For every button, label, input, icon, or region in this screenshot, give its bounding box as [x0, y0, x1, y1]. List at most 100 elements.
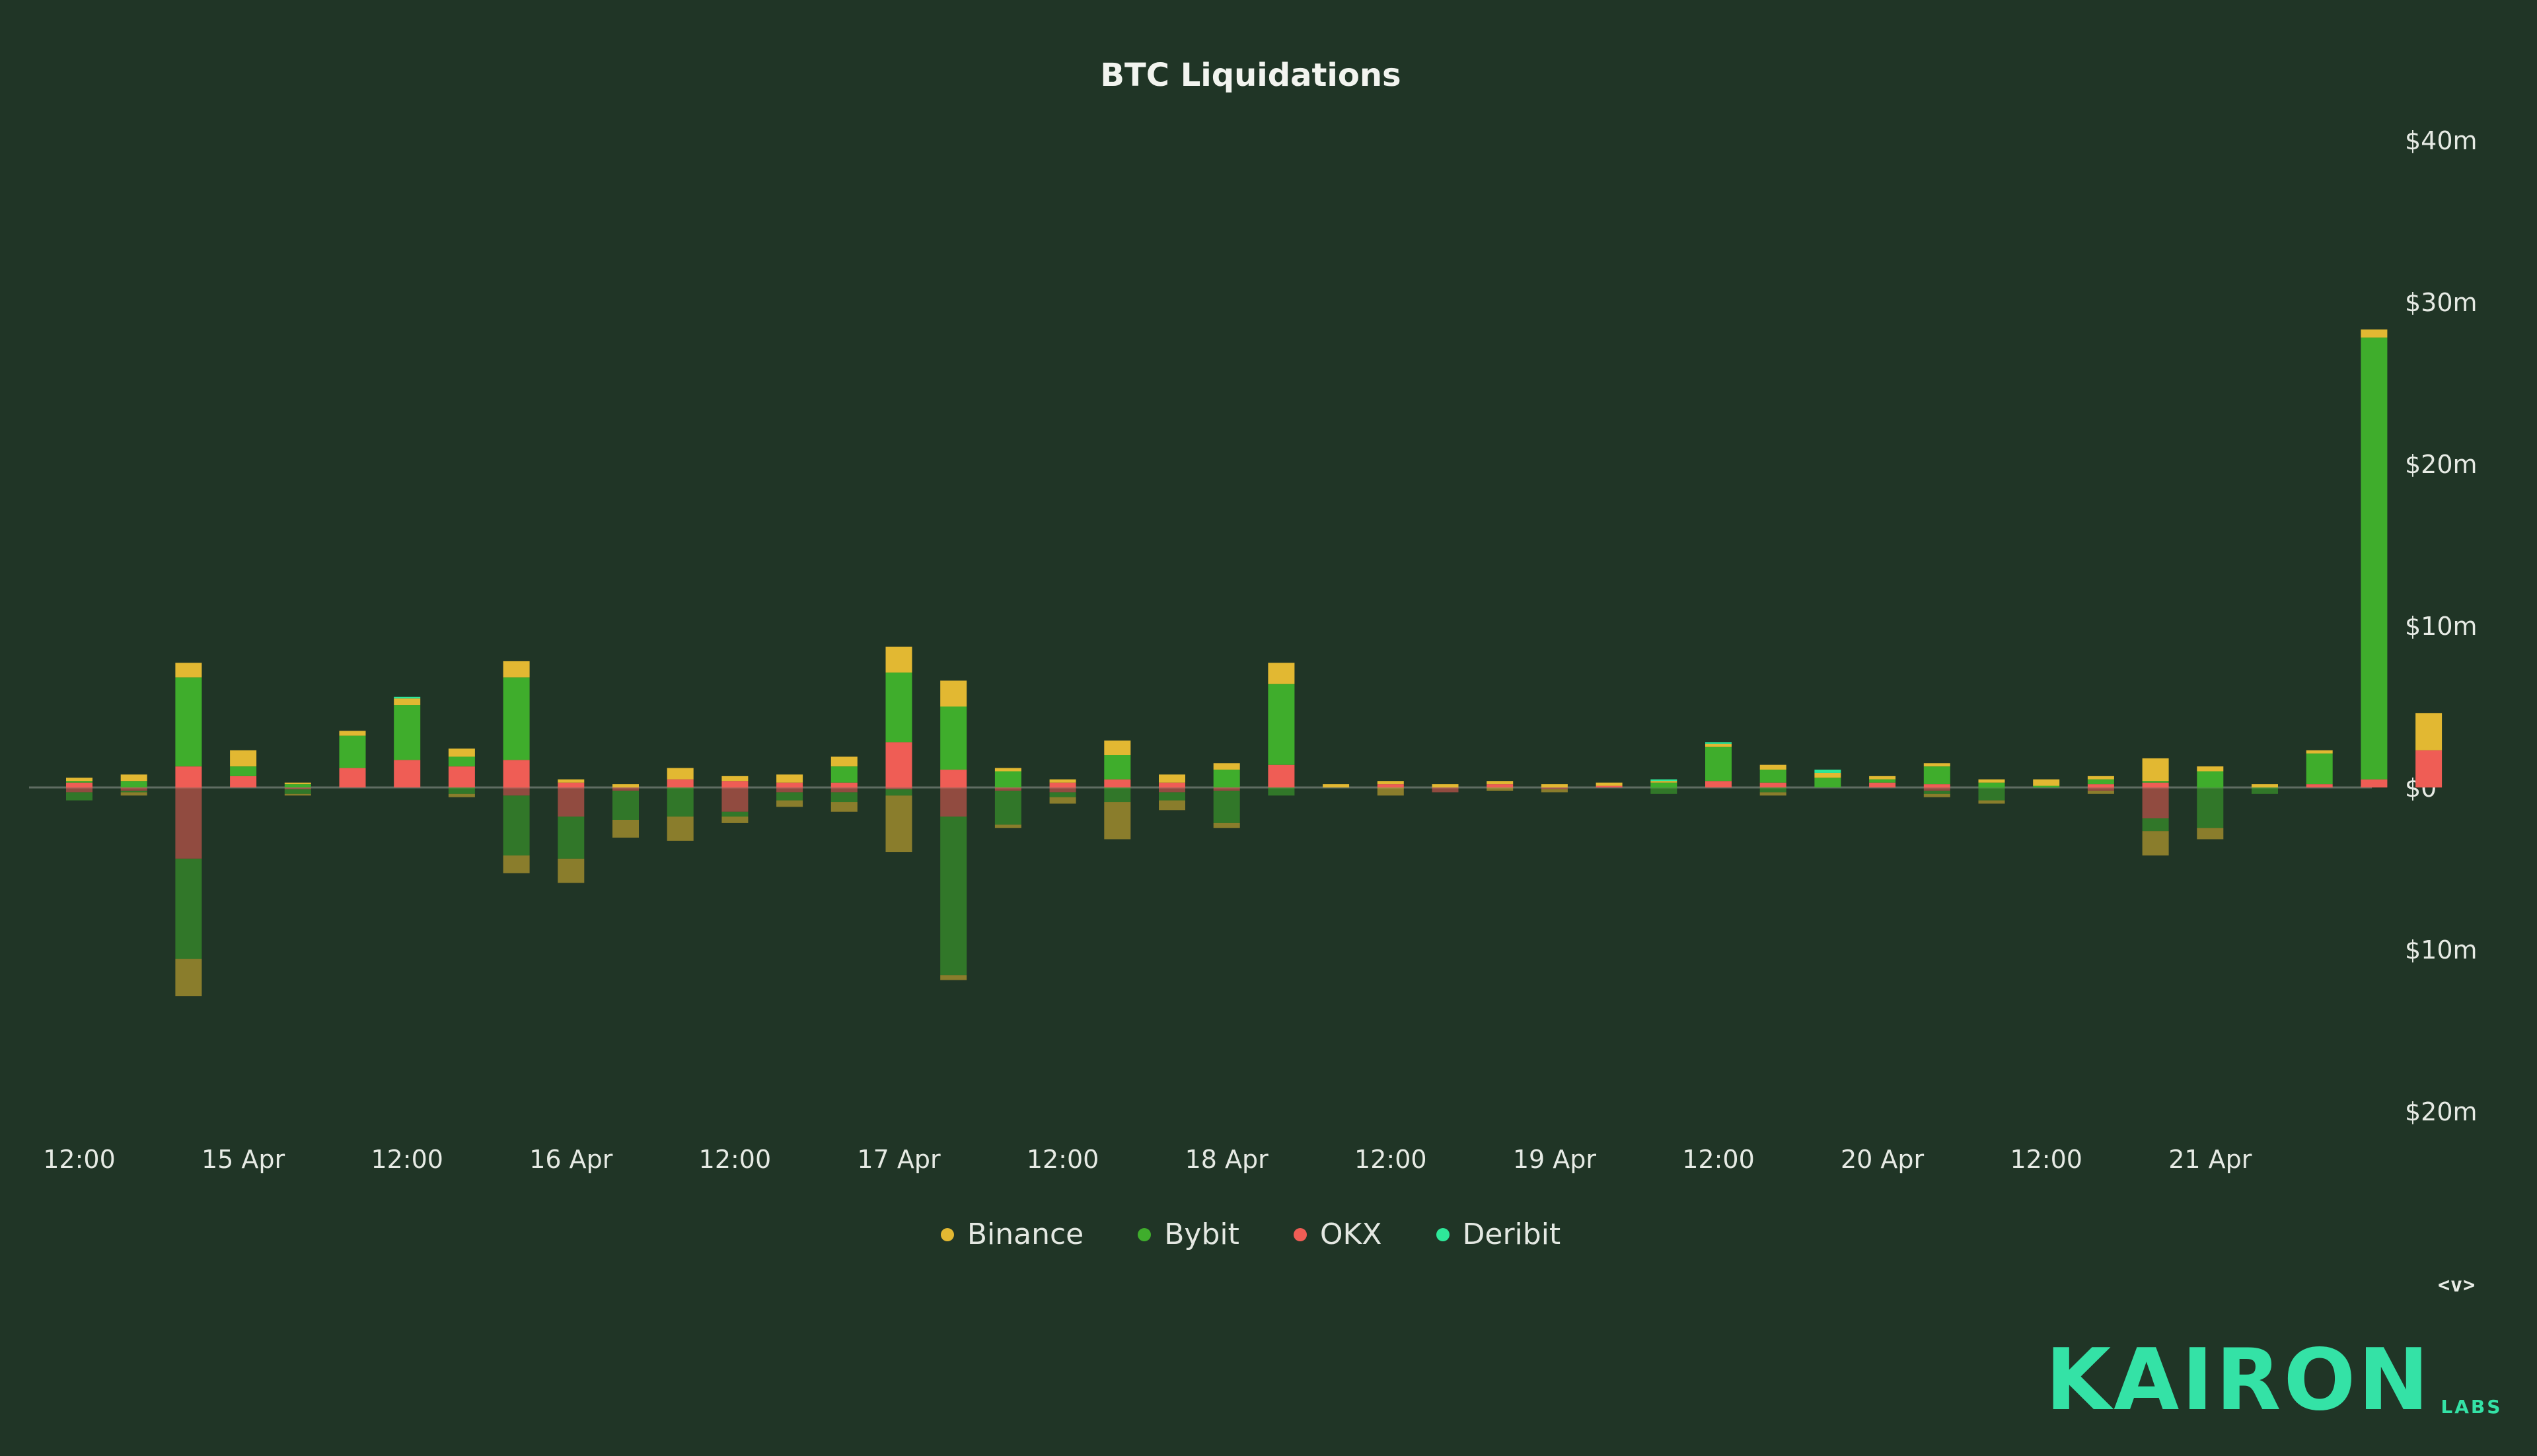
bar-bybit-long [2197, 771, 2224, 787]
bar-binance-long [2361, 329, 2388, 338]
bar-okx-long [667, 779, 694, 787]
chart-title: BTC Liquidations [1100, 57, 1401, 94]
bar-okx-short [1432, 787, 1459, 793]
bar-binance-long [830, 756, 858, 767]
bar-okx-long [1104, 779, 1131, 787]
bar-binance-short [885, 795, 912, 852]
bar-okx-long [721, 781, 749, 787]
bar-bybit-long [2361, 337, 2388, 780]
bar-bybit-short [1759, 787, 1786, 793]
logo-subtext: LABS [2441, 1396, 2503, 1418]
bar-binance-short [1213, 822, 1240, 828]
bar-okx-short [940, 787, 967, 817]
code-embed-icon[interactable]: <v> [2438, 1274, 2476, 1297]
x-tick-label: 12:00 [43, 1145, 116, 1174]
bar-binance-long [339, 731, 366, 736]
y-tick-label: $20m [2405, 1097, 2478, 1126]
bar-bybit-short [558, 817, 585, 859]
bar-binance-long [776, 774, 803, 783]
bar-bybit-short [2252, 787, 2278, 794]
bar-bybit-short [994, 790, 1021, 825]
bar-binance-long [885, 646, 912, 673]
bar-bybit-short [1049, 792, 1076, 797]
bar-bybit-long [1268, 684, 1295, 765]
bar-binance-long [667, 768, 694, 780]
kairon-labs-logo: KAIRON LABS [2045, 1338, 2502, 1423]
bar-bybit-short [940, 817, 967, 976]
x-tick-label: 12:00 [2010, 1145, 2082, 1174]
bar-okx-long [448, 766, 475, 787]
legend-item-deribit[interactable]: Deribit [1436, 1218, 1561, 1251]
bar-binance-long [66, 778, 92, 782]
bar-binance-long [2087, 776, 2114, 780]
bar-deribit-long [394, 696, 421, 699]
bar-binance-long [448, 748, 475, 757]
bar-okx-short [558, 787, 585, 817]
x-tick-label: 12:00 [1682, 1145, 1755, 1174]
bar-binance-long [1923, 763, 1950, 767]
bar-binance-long [284, 782, 311, 785]
bar-binance-long [175, 663, 202, 678]
bar-okx-long [175, 766, 202, 787]
bar-bybit-short [1213, 790, 1240, 823]
x-tick-label: 19 Apr [1513, 1145, 1597, 1174]
bar-binance-long [1541, 784, 1568, 787]
bar-okx-long [776, 782, 803, 787]
legend-item-binance[interactable]: Binance [940, 1218, 1084, 1251]
bar-bybit-short [830, 792, 858, 803]
bar-bybit-short [1268, 787, 1295, 796]
bar-binance-short [1377, 787, 1404, 796]
bar-okx-long [66, 782, 92, 787]
x-tick-label: 21 Apr [2168, 1145, 2252, 1174]
bar-bybit-long [1759, 770, 1786, 783]
bar-bybit-long [175, 677, 202, 767]
legend-dot-icon [1436, 1227, 1450, 1241]
bar-okx-short [776, 787, 803, 793]
bar-okx-long [230, 776, 257, 787]
bar-binance-short [284, 793, 311, 796]
bar-bybit-short [1923, 790, 1950, 794]
bar-binance-long [2197, 766, 2224, 772]
bar-okx-short [1213, 787, 1240, 791]
x-tick-label: 15 Apr [202, 1145, 285, 1174]
bar-okx-short [612, 787, 639, 791]
bar-binance-long [1213, 763, 1240, 770]
bar-binance-long [612, 784, 639, 787]
legend-dot-icon [1293, 1227, 1307, 1241]
bar-bybit-short [175, 858, 202, 959]
bar-binance-short [1759, 792, 1786, 796]
bar-okx-long [558, 782, 585, 787]
y-tick-label: $10m [2405, 935, 2478, 965]
bar-okx-short [503, 787, 530, 796]
bar-bybit-short [66, 792, 92, 801]
bar-bybit-short [721, 811, 749, 817]
bar-okx-long [2361, 779, 2388, 787]
bar-okx-long [1759, 782, 1786, 787]
legend-item-okx[interactable]: OKX [1293, 1218, 1382, 1251]
bar-bybit-short [667, 787, 694, 817]
bar-binance-long [1596, 782, 1623, 786]
bar-binance-short [1487, 787, 1514, 791]
bar-bybit-short [1978, 787, 2005, 801]
bar-okx-short [2142, 787, 2169, 819]
bar-binance-short [940, 975, 967, 980]
bar-okx-long [1159, 782, 1185, 787]
bar-binance-long [120, 774, 147, 782]
bar-bybit-long [1814, 778, 1841, 787]
bar-binance-long [1432, 784, 1459, 787]
legend-label: Bybit [1164, 1218, 1239, 1251]
bar-okx-long [1923, 784, 1950, 787]
bar-binance-long [1268, 663, 1295, 684]
bar-binance-long [1869, 776, 1896, 780]
legend-item-bybit[interactable]: Bybit [1138, 1218, 1239, 1251]
x-tick-label: 12:00 [371, 1145, 443, 1174]
legend-dot-icon [1138, 1227, 1152, 1241]
bar-bybit-long [284, 784, 311, 787]
bar-bybit-long [994, 771, 1021, 787]
bar-bybit-short [1650, 787, 1677, 794]
bar-binance-long [2142, 758, 2169, 782]
bar-binance-short [776, 800, 803, 807]
bar-bybit-long [120, 781, 147, 787]
bar-deribit-long [1650, 779, 1677, 782]
